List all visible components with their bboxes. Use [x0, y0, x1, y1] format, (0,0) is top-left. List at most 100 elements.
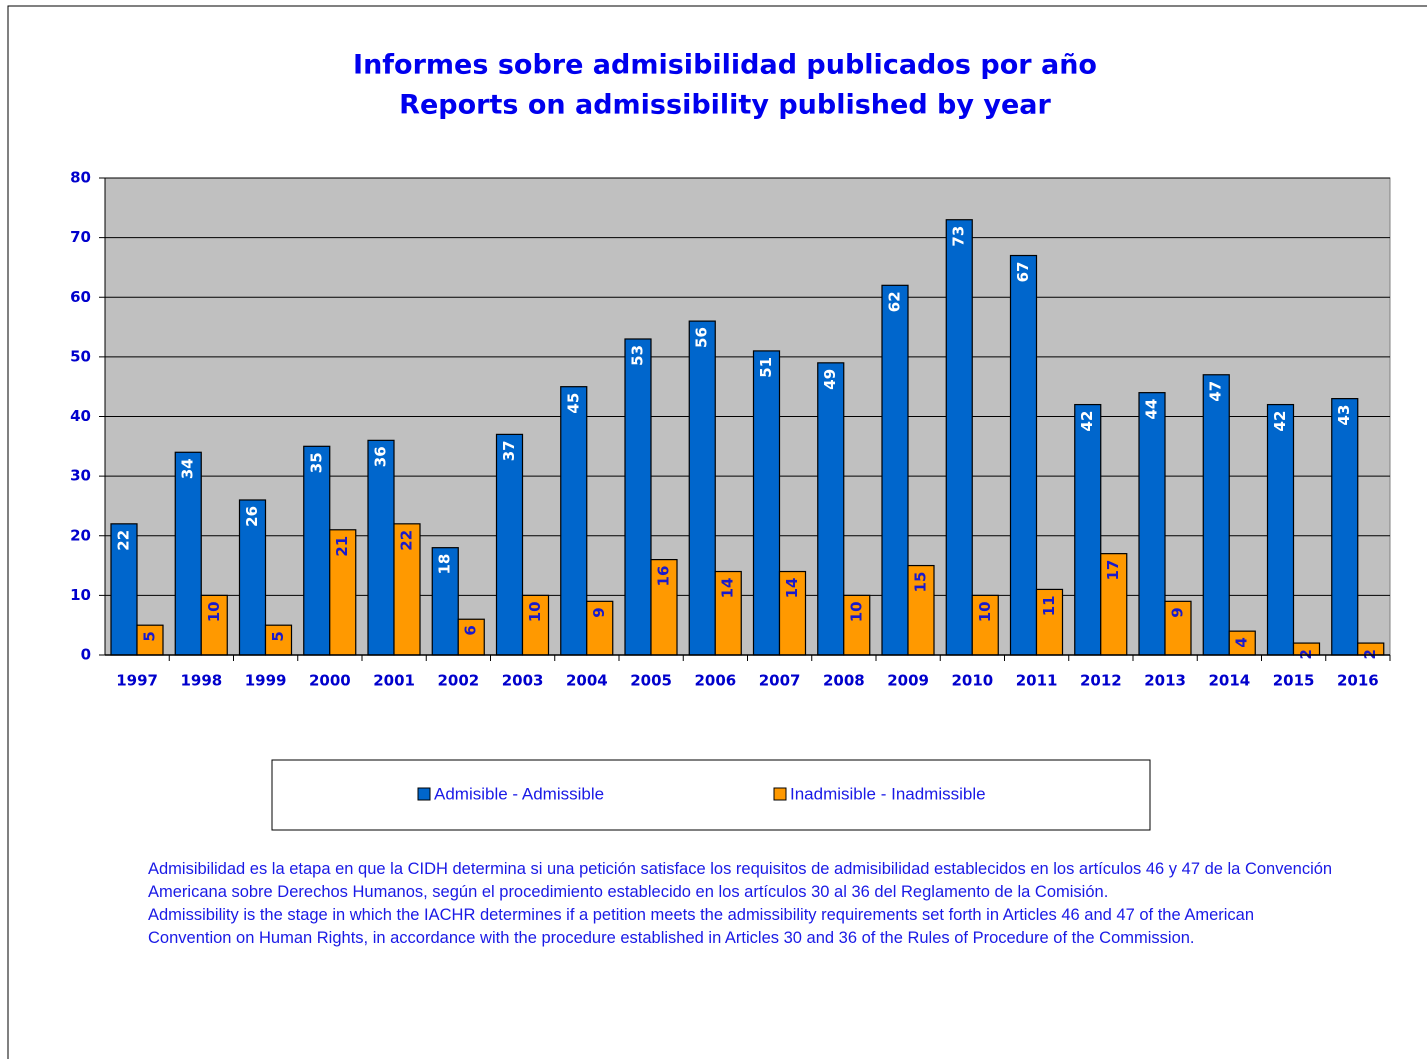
- data-label: 26: [243, 506, 261, 527]
- data-label: 5: [269, 631, 287, 641]
- legend-label: Inadmisible - Inadmissible: [790, 784, 986, 803]
- data-label: 34: [179, 458, 197, 479]
- data-label: 56: [693, 327, 711, 348]
- data-label: 5: [141, 631, 159, 641]
- data-label: 6: [462, 625, 480, 635]
- bar: [971, 594, 999, 656]
- data-label: 17: [1104, 560, 1122, 581]
- bar: [1266, 403, 1295, 656]
- data-label: 51: [757, 357, 775, 378]
- x-tick-label: 2003: [502, 672, 544, 690]
- bar: [817, 362, 845, 656]
- bar: [303, 445, 331, 656]
- x-tick-label: 2014: [1209, 672, 1251, 690]
- y-tick-label: 40: [70, 407, 91, 425]
- data-label: 22: [398, 530, 416, 551]
- data-label: 49: [821, 369, 839, 390]
- x-tick-label: 2013: [1144, 672, 1186, 690]
- bar: [1074, 403, 1102, 656]
- x-tick-label: 2009: [887, 672, 929, 690]
- data-label: 45: [564, 393, 582, 414]
- bar: [688, 320, 716, 656]
- x-tick-label: 2006: [695, 672, 737, 690]
- bar: [431, 547, 459, 656]
- bar: [1331, 398, 1359, 656]
- bar: [495, 433, 524, 656]
- bar: [200, 594, 228, 656]
- data-label: 37: [500, 440, 518, 461]
- data-label: 67: [1014, 262, 1032, 283]
- data-label: 35: [307, 452, 325, 473]
- data-label: 10: [526, 601, 544, 622]
- data-label: 43: [1335, 405, 1353, 426]
- y-tick-label: 60: [70, 288, 91, 306]
- data-label: 9: [1169, 607, 1187, 617]
- frame: [7, 5, 1427, 1059]
- y-tick-label: 80: [70, 169, 91, 187]
- data-label: 18: [436, 554, 454, 575]
- bar: [1138, 392, 1166, 656]
- x-tick-label: 2012: [1080, 672, 1122, 690]
- data-label: 14: [783, 578, 801, 599]
- chart-title: Informes sobre admisibilidad publicados …: [353, 50, 1097, 81]
- data-label: 22: [115, 530, 133, 551]
- bar: [586, 600, 614, 656]
- data-label: 53: [629, 345, 647, 366]
- data-label: 11: [1040, 595, 1058, 616]
- bar: [1164, 600, 1192, 656]
- data-label: 15: [912, 572, 930, 593]
- bar: [881, 284, 909, 656]
- bar: [907, 564, 935, 656]
- bar: [174, 451, 202, 656]
- x-tick-label: 1998: [181, 672, 223, 690]
- data-label: 62: [886, 291, 904, 312]
- legend-label: Admisible - Admissible: [434, 784, 604, 803]
- data-label: 16: [655, 566, 673, 587]
- x-tick-label: 2010: [952, 672, 994, 690]
- legend-swatch: [773, 787, 787, 801]
- data-label: 42: [1078, 411, 1096, 432]
- x-tick-label: 1997: [116, 672, 158, 690]
- data-label: 10: [847, 601, 865, 622]
- bar: [238, 499, 267, 656]
- bar: [457, 618, 485, 656]
- data-label: 10: [976, 601, 994, 622]
- data-label: 14: [719, 578, 737, 599]
- note: Admisibilidad es la etapa en que la CIDH…: [148, 858, 1338, 950]
- y-tick-label: 30: [70, 467, 91, 485]
- x-tick-label: 1999: [245, 672, 287, 690]
- bar: [521, 594, 550, 656]
- bar: [367, 439, 395, 656]
- bar: [624, 338, 652, 656]
- bar: [1100, 553, 1128, 656]
- x-tick-label: 2005: [630, 672, 672, 690]
- legend-swatch: [417, 787, 431, 801]
- y-tick-label: 70: [70, 228, 91, 246]
- y-tick-label: 20: [70, 526, 91, 544]
- legend: [271, 759, 1151, 831]
- bar: [136, 624, 164, 656]
- x-tick-label: 2007: [759, 672, 801, 690]
- data-label: 44: [1143, 399, 1161, 420]
- x-tick-label: 2011: [1016, 672, 1058, 690]
- x-tick-label: 2002: [438, 672, 480, 690]
- data-label: 10: [205, 601, 223, 622]
- y-tick-label: 50: [70, 347, 91, 365]
- x-tick-label: 2000: [309, 672, 351, 690]
- bar: [945, 219, 973, 656]
- y-tick-label: 0: [81, 646, 91, 664]
- data-label: 42: [1271, 411, 1289, 432]
- data-label: 4: [1233, 637, 1251, 647]
- bar: [1009, 254, 1038, 656]
- note-es: Admisibilidad es la etapa en que la CIDH…: [148, 860, 1333, 901]
- x-tick-label: 2004: [566, 672, 608, 690]
- y-tick-label: 10: [70, 586, 91, 604]
- data-label: 21: [333, 536, 351, 557]
- bar: [752, 350, 781, 656]
- data-label: 47: [1207, 381, 1225, 402]
- chart-title: Reports on admissibility published by ye…: [399, 90, 1051, 121]
- x-tick-label: 2008: [823, 672, 865, 690]
- bar: [110, 523, 138, 656]
